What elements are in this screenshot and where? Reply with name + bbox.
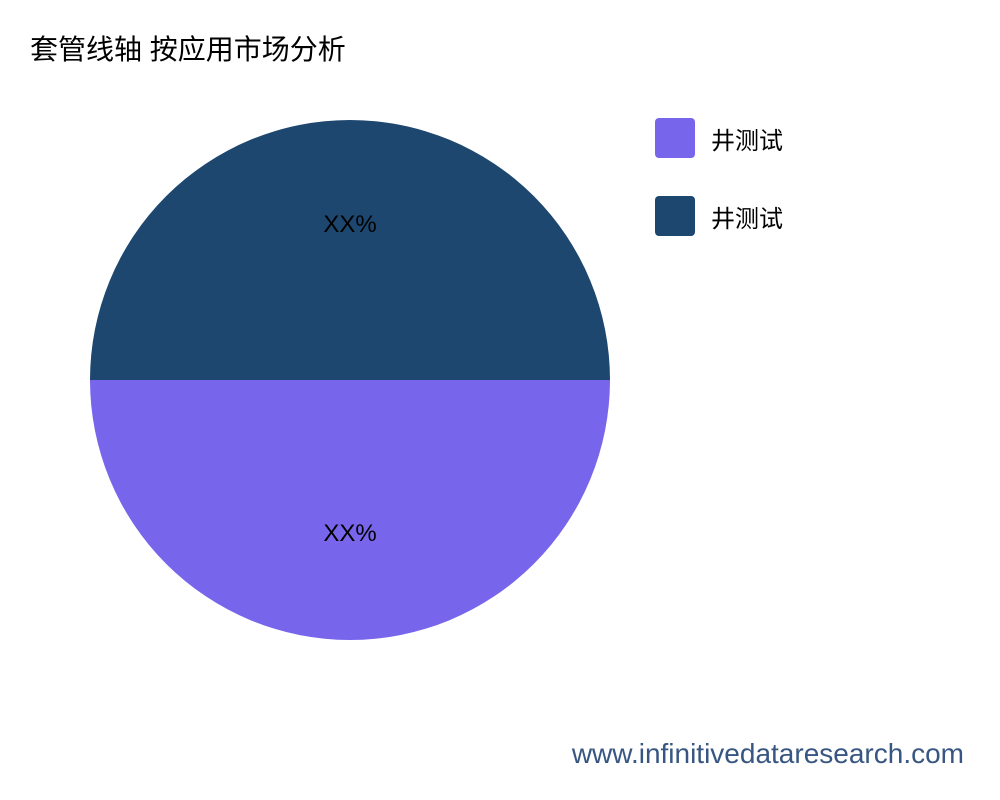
footer-link: www.infinitivedataresearch.com (572, 738, 964, 770)
chart-title: 套管线轴 按应用市场分析 (30, 28, 346, 68)
legend-item: 井测试 (655, 196, 783, 236)
legend-swatch (655, 196, 695, 236)
pie-slice-label: XX% (323, 520, 376, 548)
legend-label: 井测试 (711, 199, 783, 234)
legend: 井测试 井测试 (655, 118, 783, 236)
legend-item: 井测试 (655, 118, 783, 158)
legend-label: 井测试 (711, 121, 783, 156)
legend-swatch (655, 118, 695, 158)
pie-slice-label: XX% (323, 211, 376, 239)
pie-chart: XX% XX% (90, 120, 610, 640)
pie-body (90, 120, 610, 640)
